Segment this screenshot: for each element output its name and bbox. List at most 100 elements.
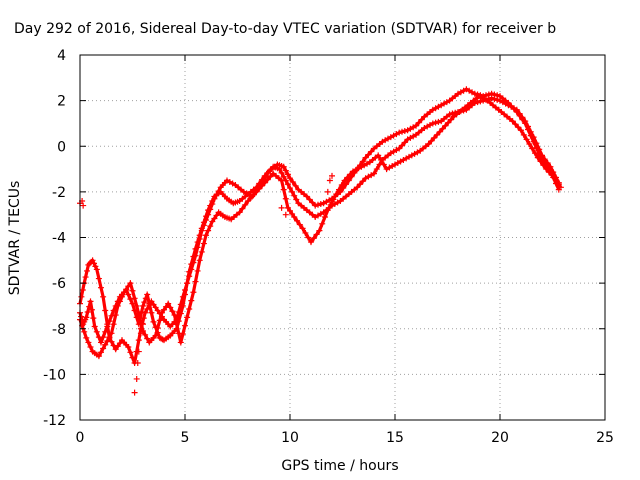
data-point [87, 344, 94, 350]
data-point [102, 341, 109, 348]
data-point [192, 252, 199, 259]
data-point [102, 307, 109, 314]
data-point [413, 122, 419, 129]
data-point [84, 309, 91, 316]
data-point [306, 196, 313, 203]
data-point [175, 309, 182, 316]
data-point [494, 92, 501, 99]
data-point [85, 339, 92, 346]
data-point [315, 201, 321, 208]
data-point [505, 99, 512, 106]
data-point [359, 158, 366, 165]
data-point [418, 116, 425, 123]
y-tick-label: 2 [57, 94, 66, 110]
data-point [299, 225, 306, 232]
data-point [182, 286, 188, 293]
series-trace [78, 96, 561, 344]
data-point [449, 110, 456, 117]
data-point [287, 185, 293, 192]
data-point [112, 346, 119, 353]
data-point [144, 305, 151, 312]
data-point [140, 315, 147, 322]
data-point [256, 185, 263, 192]
data-point [207, 206, 214, 213]
data-point [362, 154, 369, 161]
data-point [324, 207, 331, 214]
data-point [205, 227, 212, 234]
data-point [259, 182, 265, 189]
data-point [137, 330, 144, 337]
plot-border [79, 54, 606, 421]
data-point [289, 210, 296, 217]
data-point [154, 307, 161, 314]
data-point [354, 184, 361, 191]
data-point [198, 248, 205, 255]
data-point [112, 312, 119, 319]
data-point [287, 175, 293, 182]
data-point [324, 188, 331, 195]
data-point [319, 220, 326, 227]
data-point [483, 92, 489, 99]
y-tick-label: -10 [43, 367, 66, 383]
data-point [114, 302, 121, 309]
data-point [110, 321, 117, 328]
data-point [401, 139, 408, 146]
data-point [509, 118, 516, 125]
x-tick-label: 15 [386, 430, 404, 446]
data-point [477, 98, 484, 105]
data-point [82, 274, 89, 281]
data-point [523, 136, 530, 143]
data-point [548, 172, 555, 179]
data-point [152, 304, 159, 311]
data-point [190, 289, 197, 296]
x-tick-label: 20 [491, 430, 509, 446]
data-point [203, 232, 209, 239]
data-point [179, 331, 186, 338]
data-point [333, 191, 340, 198]
data-point [551, 175, 558, 182]
data-point [165, 300, 172, 307]
data-point [88, 306, 95, 313]
data-point [148, 309, 155, 316]
data-point [357, 181, 363, 188]
data-point [263, 172, 270, 179]
data-point [211, 215, 218, 222]
data-point [194, 244, 201, 251]
data-point [84, 267, 90, 274]
data-point [114, 343, 121, 350]
data-point [173, 321, 180, 328]
data-point [293, 196, 300, 203]
data-point [313, 231, 320, 238]
data-point [196, 257, 203, 264]
data-point [485, 91, 492, 98]
data-point [98, 339, 104, 346]
data-point [253, 188, 260, 195]
data-point [432, 119, 439, 126]
data-point [239, 205, 246, 212]
data-point [91, 323, 98, 330]
data-point [129, 354, 136, 361]
data-point [192, 278, 199, 285]
data-point [488, 90, 495, 97]
data-point [310, 235, 317, 242]
data-point [152, 332, 159, 339]
data-point [177, 301, 184, 308]
data-point [448, 116, 454, 123]
data-point [186, 305, 193, 312]
data-point [530, 138, 537, 145]
data-point [519, 116, 526, 123]
data-point [439, 125, 446, 132]
data-point [520, 131, 527, 138]
data-point [278, 204, 285, 211]
data-point [296, 221, 303, 228]
data-point [291, 213, 298, 220]
data-point [123, 286, 130, 293]
data-point [380, 161, 387, 168]
data-point [119, 293, 125, 300]
data-point [207, 223, 214, 230]
data-point [278, 177, 285, 184]
series-trace [78, 87, 561, 365]
data-point [98, 349, 104, 356]
data-point [312, 202, 319, 209]
data-point [93, 328, 100, 335]
